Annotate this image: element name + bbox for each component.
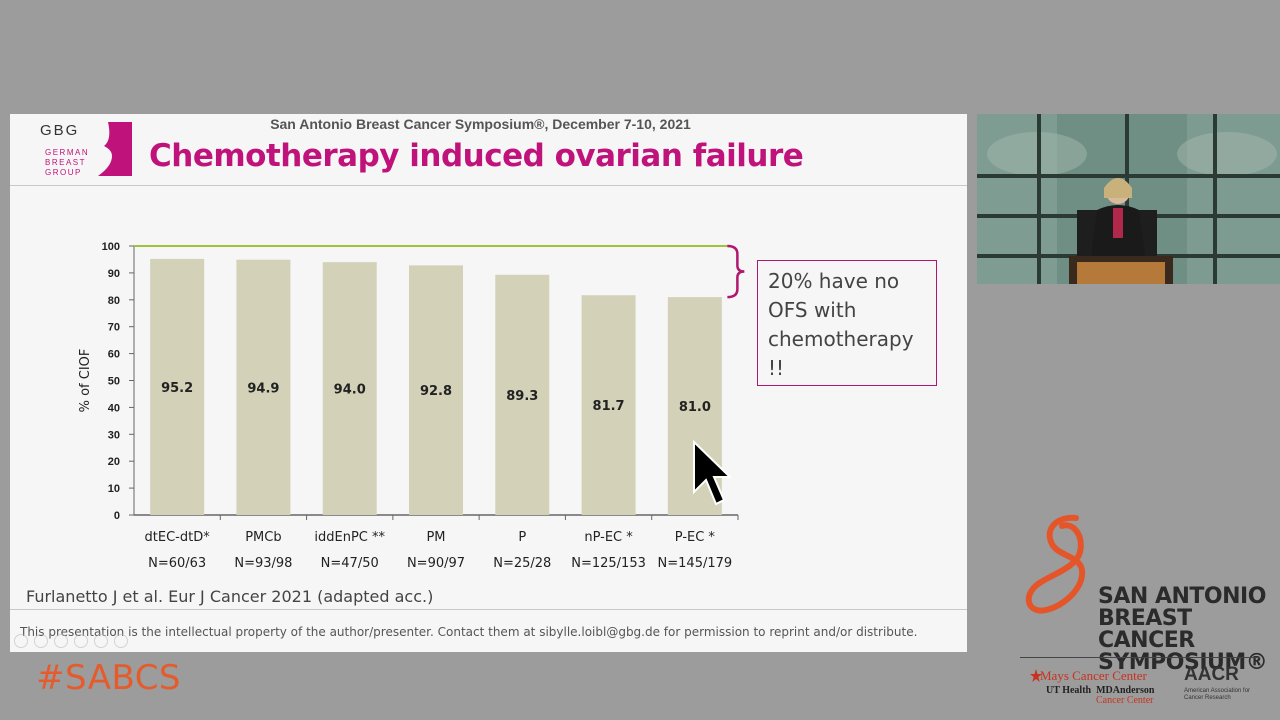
slides-icon[interactable] (74, 634, 88, 648)
mays-star-icon (1030, 669, 1042, 682)
callout-line1: 20% have no (768, 269, 900, 293)
bar (236, 259, 291, 515)
conference-text: San Antonio Breast Cancer Symposium®, De… (270, 116, 691, 132)
sabcs-line2: BREAST CANCER (1098, 606, 1195, 653)
x-category-label: PMCb (245, 530, 281, 545)
bar-value-label: 94.0 (334, 383, 366, 398)
speaker-scene-icon (977, 114, 1280, 284)
x-sample-label: N=90/97 (407, 556, 465, 571)
x-category-label: PM (426, 530, 445, 545)
x-sample-label: N=145/179 (658, 556, 733, 571)
gbg-mark-icon (98, 122, 132, 176)
callout-line4: !! (768, 356, 785, 380)
sabcs-emblem-icon (1025, 514, 1086, 614)
callout-line2: OFS with (768, 298, 857, 322)
speaker-video (977, 114, 1280, 284)
y-tick-label: 50 (108, 376, 120, 388)
partner-cancer-center: Cancer Center (1096, 695, 1154, 706)
y-axis-label: % of CIOF (78, 349, 93, 413)
callout-box: 20% have no OFS with chemotherapy !! (757, 260, 937, 386)
x-sample-label: N=25/28 (493, 556, 551, 571)
partner-mays: Mays Cancer Center (1040, 668, 1147, 683)
gbg-line2: BREAST (45, 158, 87, 167)
x-category-label: P-EC * (675, 530, 716, 545)
partner-aacr-sub: American Association for Cancer Research (1184, 688, 1251, 701)
sabcs-line1: SAN ANTONIO (1098, 584, 1266, 609)
y-tick-label: 30 (108, 429, 120, 441)
x-category-label: dtEC-dtD* (145, 530, 211, 545)
y-tick-label: 20 (108, 456, 120, 468)
y-tick-label: 90 (108, 268, 120, 280)
partner-ut-mdanderson: UT Health MDAnderson Cancer Center (1046, 686, 1154, 706)
gbg-subtitle: GERMAN BREAST GROUP (45, 148, 89, 178)
sabcs-name: SAN ANTONIO BREAST CANCER SYMPOSIUM® (1098, 586, 1280, 674)
zoom-icon[interactable] (94, 634, 108, 648)
bar (322, 262, 377, 515)
x-sample-label: N=60/63 (148, 556, 206, 571)
more-icon[interactable] (114, 634, 128, 648)
x-category-label: iddEnPC ** (314, 530, 385, 545)
bar-value-label: 89.3 (506, 389, 538, 404)
y-tick-label: 70 (108, 322, 120, 334)
bar-value-label: 81.0 (679, 400, 711, 415)
bar (150, 258, 205, 515)
slide-toolbar (14, 634, 128, 648)
y-tick-label: 100 (102, 241, 120, 253)
callout-line3: chemotherapy (768, 327, 914, 351)
bar (581, 295, 636, 515)
partner-mdanderson: MDAnderson (1096, 685, 1155, 696)
y-tick-label: 40 (108, 402, 120, 414)
citation: Furlanetto J et al. Eur J Cancer 2021 (a… (26, 587, 434, 606)
disclaimer: This presentation is the intellectual pr… (20, 625, 918, 639)
partner-aacr: AACR (1184, 664, 1239, 685)
bracket-annotation (727, 244, 745, 299)
bar-chart: % of CIOF 0 10 20 30 40 50 60 70 80 90 100 95.2 dtEC-… (78, 241, 745, 571)
mouse-cursor-icon (693, 440, 733, 506)
x-sample-label: N=47/50 (321, 556, 379, 571)
y-tick-label: 60 (108, 349, 120, 361)
sabcs-divider (1020, 657, 1260, 658)
bar-value-label: 92.8 (420, 384, 452, 399)
prev-slide-icon[interactable] (14, 634, 28, 648)
presentation-slide: San Antonio Breast Cancer Symposium®, De… (10, 114, 967, 652)
bar (409, 265, 463, 515)
conference-header: San Antonio Breast Cancer Symposium®, De… (10, 116, 967, 132)
gbg-logo: GBG GERMAN BREAST GROUP (40, 122, 132, 180)
gbg-line1: GERMAN (45, 148, 90, 157)
x-category-label: nP-EC * (584, 530, 633, 545)
footer-divider (10, 609, 967, 610)
hashtag: #SABCS (36, 658, 182, 698)
y-tick-label: 10 (108, 483, 120, 495)
y-tick-label: 0 (114, 510, 120, 522)
next-slide-icon[interactable] (34, 634, 48, 648)
x-sample-label: N=93/98 (234, 556, 292, 571)
slide-title: Chemotherapy induced ovarian failure (149, 138, 804, 174)
y-tick-label: 80 (108, 295, 120, 307)
sabcs-logo: SAN ANTONIO BREAST CANCER SYMPOSIUM® May… (1018, 512, 1280, 720)
gbg-line3: GROUP (45, 168, 82, 177)
bar-value-label: 95.2 (161, 381, 193, 396)
bar-value-label: 81.7 (593, 399, 625, 414)
x-sample-label: N=125/153 (571, 556, 646, 571)
x-category-label: P (518, 530, 526, 545)
bar (495, 274, 550, 515)
gbg-abbr: GBG (40, 122, 80, 139)
pen-icon[interactable] (54, 634, 68, 648)
bar-value-label: 94.9 (247, 381, 279, 396)
title-divider (10, 185, 967, 186)
partner-ut-health: UT Health (1046, 685, 1092, 696)
